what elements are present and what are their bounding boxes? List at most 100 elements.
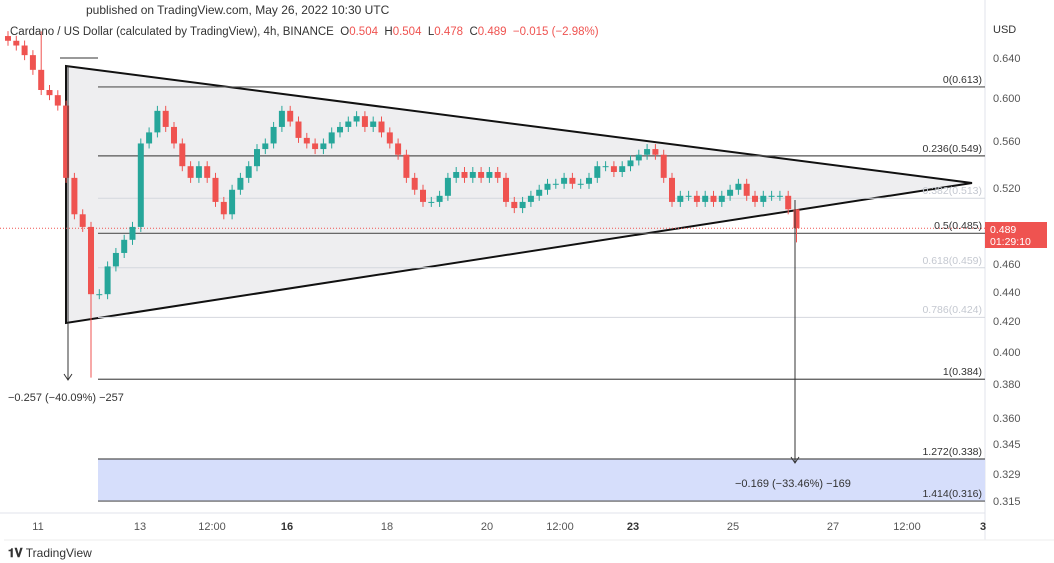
fib-level-label: 1.414(0.316): [922, 488, 982, 501]
fib-level-label: 0.236(0.549): [922, 142, 982, 155]
price-tick: 0.460: [993, 259, 1021, 272]
high-label: H: [384, 26, 393, 38]
candle-body: [644, 149, 651, 155]
tradingview-logo[interactable]: 𝟏𝐕 TradingView: [8, 546, 92, 561]
candle-body: [627, 160, 634, 167]
brand-name: TradingView: [25, 546, 92, 560]
candle-body: [669, 177, 675, 202]
candle-body: [295, 121, 302, 138]
symbol-title: Cardano / US Dollar (calculated by Tradi…: [10, 26, 334, 38]
candle-body: [270, 126, 277, 144]
symmetrical-triangle: [65, 64, 973, 325]
candle-body: [29, 55, 36, 70]
price-tick: 0.400: [993, 346, 1021, 359]
currency-label: USD: [993, 24, 1017, 36]
candle-body: [544, 183, 551, 190]
candle-body: [370, 121, 377, 127]
candle-body: [38, 69, 45, 91]
candle-body: [212, 177, 219, 202]
candle-body: [461, 172, 468, 178]
candle-body: [328, 132, 335, 144]
time-tick: 23: [626, 521, 640, 533]
candle-body: [610, 166, 617, 173]
candle-body: [204, 166, 211, 178]
candle-body: [552, 183, 559, 185]
candle-body: [511, 201, 518, 209]
candle-body: [718, 195, 725, 202]
candle-body: [743, 183, 750, 196]
time-tick: 12:00: [546, 521, 574, 533]
candle-body: [702, 195, 709, 202]
time-tick: 27: [826, 521, 840, 533]
time-tick: 16: [280, 521, 294, 533]
candle-body: [171, 126, 177, 144]
price-tick: 0.345: [993, 439, 1021, 452]
candle-body: [519, 201, 526, 209]
candle-body: [710, 195, 717, 202]
price-tick: 0.440: [993, 287, 1021, 300]
candle-body: [677, 195, 684, 202]
last-price: 0.489: [990, 224, 1017, 236]
time-tick: 12:00: [198, 521, 226, 533]
candle-body: [262, 143, 269, 150]
candle-body: [403, 154, 410, 178]
low-value: 0.478: [434, 26, 464, 38]
candle-body: [428, 201, 435, 203]
published-note: published on TradingView.com, May 26, 20…: [86, 3, 390, 17]
candle-body: [727, 189, 734, 196]
candle-body: [693, 195, 700, 202]
fib-level-label: 1(0.384): [942, 366, 982, 379]
price-tick: 0.315: [993, 496, 1021, 509]
candle-body: [386, 132, 393, 144]
candle-body: [785, 195, 792, 210]
fib-level-label: 1.272(0.338): [922, 446, 982, 458]
candle-body: [444, 177, 451, 196]
candle-body: [129, 226, 136, 240]
candle-body: [793, 209, 800, 229]
time-tick: 20: [480, 521, 494, 533]
candle-body: [586, 177, 592, 184]
candle-body: [5, 36, 11, 41]
candle-body: [378, 121, 385, 133]
candle-body: [395, 143, 402, 155]
candle-body: [619, 166, 626, 173]
open-label: O: [340, 26, 350, 38]
candle-body: [361, 116, 368, 127]
candle-body: [79, 214, 86, 227]
target-zone: [98, 459, 985, 502]
candle-body: [776, 195, 783, 197]
candle-body: [96, 294, 103, 296]
measure-right-label: −0.169 (−33.46%) −169: [735, 478, 851, 490]
time-tick: 11: [32, 521, 44, 533]
candle-body: [237, 177, 244, 190]
candle-body: [137, 143, 144, 227]
candle-body: [13, 40, 20, 46]
price-tick: 0.600: [993, 93, 1021, 106]
candle-body: [478, 172, 485, 178]
candle-body: [121, 239, 128, 253]
time-tick: 13: [133, 521, 147, 533]
fib-level-label: 0.618(0.459): [922, 254, 982, 267]
candle-body: [254, 149, 260, 167]
arrow-head-icon: [63, 373, 73, 381]
candle-body: [660, 154, 667, 178]
open-value: 0.504: [349, 26, 378, 38]
close-value: 0.489: [477, 26, 507, 38]
candle-body: [577, 183, 584, 185]
fib-level-label: 0.786(0.424): [922, 304, 982, 317]
fib-level-label: 0(0.613): [942, 73, 982, 86]
candle-body: [453, 172, 460, 178]
candle-body: [503, 177, 509, 202]
candle-body: [46, 90, 53, 96]
candle-body: [21, 45, 28, 56]
candle-body: [768, 195, 775, 197]
candle-body: [220, 201, 227, 215]
candle-body: [287, 110, 294, 122]
candle-body: [179, 143, 186, 167]
candle-body: [54, 95, 61, 106]
time-tick: 25: [726, 521, 740, 533]
time-tick: 3: [979, 521, 987, 533]
candle-body: [760, 195, 767, 202]
candle-body: [411, 177, 418, 190]
